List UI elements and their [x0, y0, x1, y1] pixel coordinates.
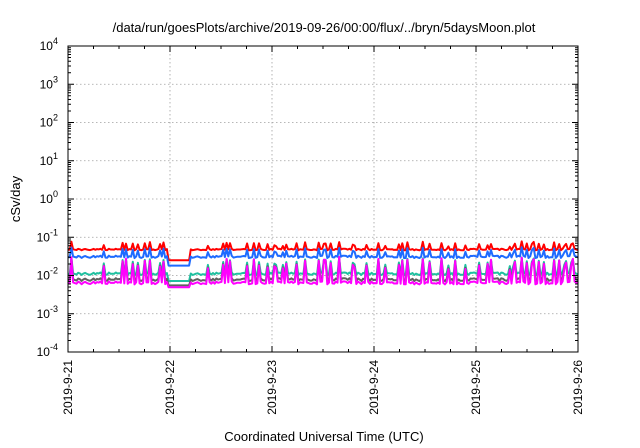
y-tick-label: 10-3 [37, 304, 58, 321]
chart-title: /data/run/goesPlots/archive/2019-09-26/0… [113, 20, 536, 35]
x-tick-label: 2019-9-24 [367, 360, 381, 415]
y-tick-label: 101 [40, 151, 58, 168]
y-axis-label: cSv/day [8, 175, 23, 222]
series-line [67, 255, 579, 289]
y-tick-label: 100 [40, 189, 58, 206]
y-tick-label: 102 [40, 113, 58, 130]
y-tick-label: 10-1 [37, 227, 58, 244]
x-tick-label: 2019-9-22 [163, 360, 177, 415]
series-line [67, 246, 579, 267]
series-line [67, 240, 579, 262]
x-tick-label: 2019-9-23 [265, 360, 279, 415]
x-tick-label: 2019-9-25 [469, 360, 483, 415]
y-tick-label: 104 [40, 36, 58, 53]
x-tick-label: 2019-9-21 [61, 360, 75, 415]
x-axis-label: Coordinated Universal Time (UTC) [224, 429, 423, 444]
y-tick-label: 10-2 [37, 266, 58, 283]
series-lines [67, 240, 579, 289]
grid [68, 46, 578, 352]
y-tick-label: 103 [40, 74, 58, 91]
x-tick-label: 2019-9-26 [571, 360, 585, 415]
y-tick-label: 10-4 [37, 342, 58, 359]
axis-ticks: 10-4 10-3 10-2 10-1 100 101 102 103 104 2019-9-21… [37, 36, 585, 415]
